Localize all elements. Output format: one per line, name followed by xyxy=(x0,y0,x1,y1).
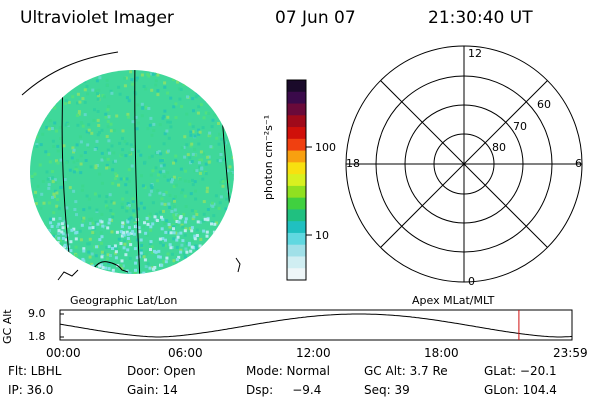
gc-alt-axis-label: GC Alt xyxy=(1,309,14,344)
colorbar-frame xyxy=(286,79,307,281)
info-seq: Seq: 39 xyxy=(364,383,410,397)
colorbar-band xyxy=(287,138,306,152)
x-tick-0600: 06:00 xyxy=(168,346,203,360)
alt-tick-label-high: 9.0 xyxy=(28,307,46,320)
polar-caption: Apex MLat/MLT xyxy=(412,294,495,307)
colorbar-band xyxy=(287,209,306,222)
colorbar xyxy=(287,80,306,281)
uv-image-disk xyxy=(30,70,234,274)
info-mode: Mode: Normal xyxy=(246,364,330,378)
altitude-plot-frame xyxy=(59,309,573,341)
latitude-arc xyxy=(21,51,119,96)
colorbar-band xyxy=(287,244,306,257)
colorbar-band xyxy=(287,174,306,187)
x-tick-1800: 18:00 xyxy=(424,346,459,360)
geographic-caption: Geographic Lat/Lon xyxy=(70,294,178,307)
lat-label-70: 70 xyxy=(513,120,527,133)
mlt-label-18: 18 xyxy=(346,157,360,170)
colorbar-label-10: 10 xyxy=(315,229,329,242)
mlt-label-6: 6 xyxy=(575,157,582,170)
colorbar-band xyxy=(287,91,306,105)
lat-label-60: 60 xyxy=(537,98,551,111)
info-gain: Gain: 14 xyxy=(127,383,178,397)
altitude-curve xyxy=(60,313,572,338)
x-tick-2359: 23:59 xyxy=(553,346,588,360)
date-label: 07 Jun 07 xyxy=(275,8,356,28)
colorbar-band xyxy=(287,150,306,163)
colorbar-band xyxy=(287,185,306,199)
info-dsp: Dsp: −9.4 xyxy=(246,383,322,397)
coastline-fragment-2 xyxy=(235,257,241,273)
info-door: Door: Open xyxy=(127,364,196,378)
lat-label-80: 80 xyxy=(492,141,506,154)
info-glon: GLon: 104.4 xyxy=(484,383,557,397)
colorbar-band xyxy=(287,162,306,175)
colorbar-band xyxy=(287,197,306,210)
colorbar-band xyxy=(287,268,306,281)
info-glat: GLat: −20.1 xyxy=(484,364,557,378)
time-label: 21:30:40 UT xyxy=(428,8,533,28)
colorbar-band xyxy=(287,80,306,93)
mlt-label-12: 12 xyxy=(468,47,482,60)
colorbar-unit-label: photon cm⁻²s⁻¹ xyxy=(262,114,275,200)
colorbar-band xyxy=(287,256,306,269)
colorbar-label-100: 100 xyxy=(315,141,336,154)
colorbar-band xyxy=(287,103,306,116)
colorbar-band xyxy=(287,115,306,128)
polar-grid xyxy=(345,45,583,283)
x-tick-1200: 12:00 xyxy=(296,346,331,360)
info-filter: Flt: LBHL xyxy=(8,364,62,378)
info-ip: IP: 36.0 xyxy=(8,383,54,397)
colorbar-band xyxy=(287,232,306,246)
mlt-label-0: 0 xyxy=(468,275,475,288)
info-gc-alt: GC Alt: 3.7 Re xyxy=(364,364,448,378)
coastline-fragment xyxy=(57,269,79,281)
x-tick-0000: 00:00 xyxy=(46,346,81,360)
colorbar-band xyxy=(287,127,306,140)
instrument-title: Ultraviolet Imager xyxy=(20,8,174,28)
alt-tick-label-low: 1.8 xyxy=(28,330,46,343)
colorbar-band xyxy=(287,221,306,234)
